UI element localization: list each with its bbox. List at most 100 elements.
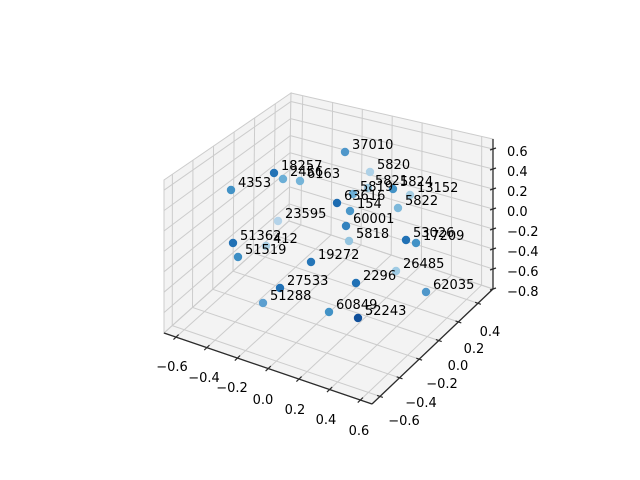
scatter-point [353,313,363,323]
y-tick-label: 0.0 [448,359,469,374]
z-tick [489,167,497,171]
gridline-z [163,152,291,252]
gridline-x [300,95,304,225]
gridline-x [329,274,452,390]
point-label: 5818 [356,227,389,242]
gridline-x [237,244,362,359]
gridline-y [212,288,420,360]
point-label: 51288 [270,289,311,304]
y-tick [376,394,384,398]
point-label: 51519 [245,243,286,258]
gridline-x [298,264,422,380]
gridline-z [163,203,290,313]
gridline-z [289,152,494,210]
x-tick [173,334,180,341]
scatter-point [275,283,285,293]
point-label: 4353 [238,176,271,191]
z-tick [489,207,497,211]
scatter-point [228,238,238,248]
x-tick [295,376,303,383]
gridline-y [172,325,381,397]
gridline-x [420,122,423,266]
gridline-y [273,234,479,304]
z-tick-label: −0.6 [507,265,539,280]
point-label: 6163 [307,167,340,182]
point-label: 51362 [240,229,281,244]
point-label: 5819 [360,180,393,195]
point-label: 2456 [290,165,323,180]
y-tick [474,301,482,305]
scatter-point [344,236,354,246]
y-tick [416,357,423,361]
z-tick-label: 0.4 [507,165,528,180]
scatter-point [306,257,316,267]
gridline-z [163,135,291,232]
scatter-point [363,183,373,193]
x-tick [234,355,241,361]
scatter-points [226,147,431,323]
scatter-point [393,203,403,213]
scatter-point [278,174,288,184]
gridline-y [212,146,215,290]
scatter-point [401,235,411,245]
gridline-y [253,252,459,323]
gridline-y [232,131,235,272]
y-tick [455,320,462,324]
scatter-point [340,147,350,157]
gridline-z [289,186,494,250]
scatter-point [269,168,279,178]
y-tick-label: −0.4 [405,396,437,411]
point-annotations: 3701058204353182572456616363616154600015… [238,138,474,319]
gridline-y [192,306,400,379]
gridline-z [163,118,291,212]
point-label: 5824 [400,175,433,190]
z-tick [489,187,497,191]
point-label: 63616 [344,189,385,204]
scatter-point [324,307,334,317]
point-label: 412 [273,232,298,247]
z-tick [489,267,497,271]
z-tick-label: 0.2 [507,185,528,200]
z-tick-label: −0.2 [507,225,539,240]
x-tick [203,344,210,351]
y-tick [435,338,442,343]
point-label: 23595 [285,207,326,222]
gridline-y [232,270,439,341]
point-label: 62035 [433,278,474,293]
point-label: 2296 [363,269,396,284]
gridline-z [290,118,494,170]
point-label: 37010 [352,138,393,153]
gridline-z [290,101,494,150]
scatter-point [261,241,271,251]
gridline-z [163,186,290,293]
gridline-x [330,102,334,236]
gridline-z [288,220,494,290]
gridline-z [289,169,494,230]
scatter-point [332,198,342,208]
x-tick-label: 0.4 [316,413,337,428]
y-tick-label: 0.2 [464,342,485,357]
z-tick [489,247,497,251]
scatter-point [233,252,243,262]
gridline-z [163,220,290,334]
scatter-point [351,278,361,288]
point-label: 27533 [287,274,328,289]
point-label: 52243 [365,304,406,319]
point-label: 5820 [377,158,410,173]
z-tick [489,287,497,291]
scatter-point [365,167,375,177]
gridline-z [289,203,494,270]
point-label: 5821 [375,174,408,189]
y-axis-spine [371,288,494,405]
point-label: 17209 [423,229,464,244]
scatter-point [348,189,358,199]
z-tick [489,227,497,231]
gridline-x [175,224,302,338]
point-label: 53026 [413,226,454,241]
gridline-z [163,101,292,191]
point-label: 5822 [405,194,438,209]
scatter-point [388,184,398,194]
y-tick-label: −0.2 [426,377,458,392]
scatter-point [273,216,283,226]
